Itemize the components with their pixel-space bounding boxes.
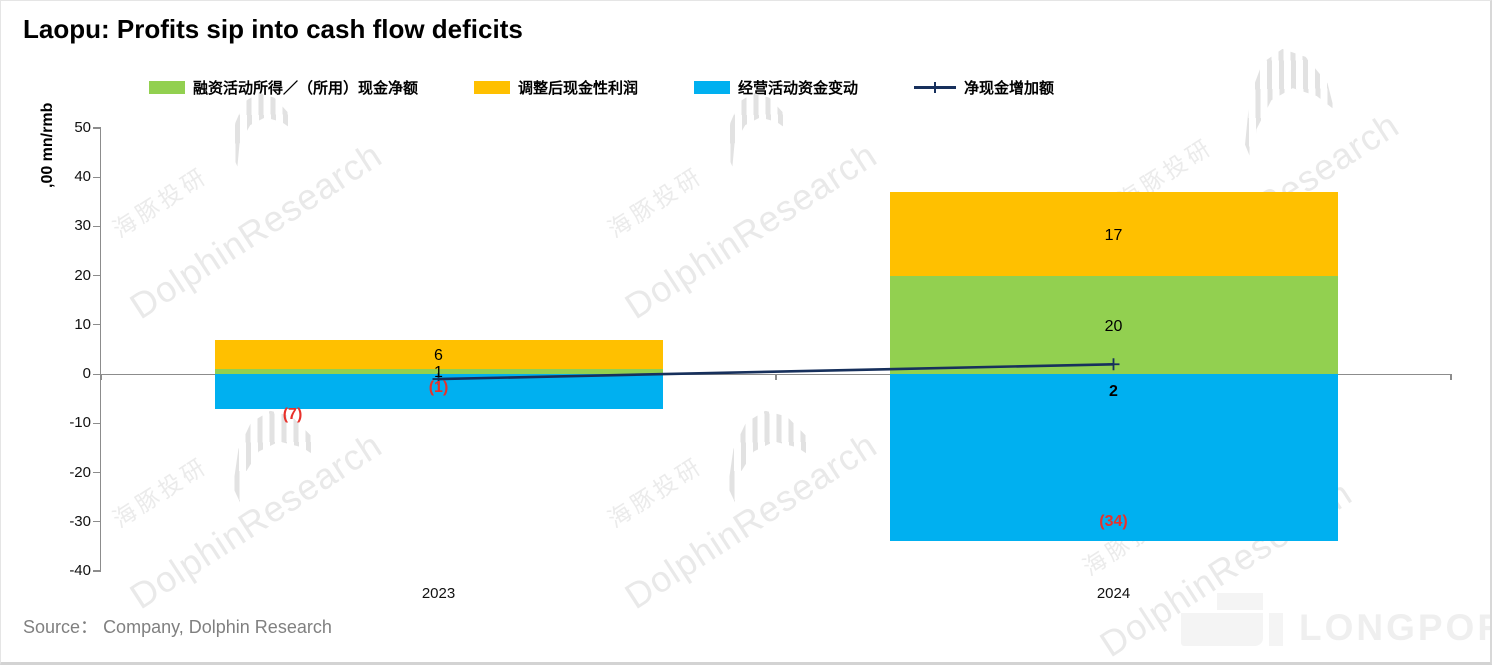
watermark-text-cn: 海豚投研: [108, 451, 213, 533]
legend-label: 融资活动所得／（所用）现金净额: [193, 80, 419, 97]
longport-logo-mark: [1217, 593, 1263, 610]
longport-logo-mark: [1269, 613, 1283, 646]
y-axis-tick: [93, 176, 101, 178]
watermark-text-cn: 海豚投研: [603, 451, 708, 533]
longport-logo-text: LONGPORT: [1299, 607, 1490, 648]
legend-item: 调整后现金性利润: [474, 77, 638, 98]
y-axis-tick: [93, 225, 101, 228]
chart-title: Laopu: Profits sip into cash flow defici…: [23, 14, 523, 44]
legend-label: 经营活动资金变动: [738, 80, 859, 97]
legend-swatch: [149, 81, 185, 94]
bar-segment: [889, 275, 1338, 375]
legend-line-marker: [914, 80, 957, 95]
watermark-text-cn: 海豚投研: [108, 161, 213, 243]
y-axis-tick: [93, 570, 101, 572]
legend-item: 经营活动资金变动: [694, 77, 858, 98]
data-label: 1: [434, 363, 443, 381]
legend: 融资活动所得／（所用）现金净额 调整后现金性利润 经营活动资金变动 净现金增加额: [149, 77, 1054, 98]
category-tick: [100, 374, 102, 381]
category-tick: [1450, 374, 1452, 381]
data-label: (7): [282, 405, 303, 423]
data-label: 17: [1104, 227, 1123, 245]
dolphin-hatch-watermark-icon: [222, 89, 297, 168]
longport-logo-mark: [1181, 613, 1263, 646]
data-label: (34): [1099, 512, 1128, 530]
y-tick-label: 30: [74, 217, 91, 235]
legend-item: 融资活动所得／（所用）现金净额: [149, 77, 418, 98]
y-axis-tick: [93, 127, 101, 129]
x-axis-label: 2023: [421, 585, 456, 602]
watermark-text-en: DolphinResearch: [617, 133, 885, 327]
y-tick-label: -20: [69, 463, 91, 481]
y-axis-tick: [93, 422, 101, 424]
y-axis-tick: [93, 324, 101, 326]
source-label: Source：: [23, 617, 99, 637]
source-note: Source： Company, Dolphin Research: [23, 613, 332, 639]
legend-label: 调整后现金性利润: [518, 80, 639, 97]
y-tick-label: -10: [69, 414, 91, 432]
y-axis-tick: [93, 275, 101, 277]
y-tick-label: 10: [74, 315, 91, 333]
bar-segment: [889, 374, 1338, 542]
legend-swatch: [474, 81, 511, 94]
legend-swatch: [694, 81, 731, 94]
watermark-text-cn: 海豚投研: [603, 161, 708, 243]
y-tick-label: -40: [69, 562, 91, 579]
y-axis-tick: [93, 373, 101, 375]
data-label: (1): [428, 379, 449, 397]
y-axis-tick: [93, 521, 101, 523]
dolphin-hatch-watermark-icon: [717, 89, 792, 168]
y-axis-line: [99, 128, 101, 571]
legend-label: 净现金增加额: [964, 80, 1055, 97]
y-axis-tick: [93, 471, 101, 474]
y-tick-label: -30: [69, 512, 91, 530]
bar-segment: [889, 191, 1338, 276]
legend-item: 净现金增加额: [914, 77, 1054, 98]
source-value: Company, Dolphin Research: [103, 617, 332, 637]
data-label: 2: [1109, 382, 1118, 400]
watermark-text-en: DolphinResearch: [122, 133, 390, 327]
y-tick-label: 0: [82, 365, 91, 383]
y-tick-label: 20: [74, 266, 91, 284]
x-axis-label: 2024: [1096, 585, 1131, 602]
data-label: 6: [434, 346, 443, 364]
y-tick-label: 40: [74, 168, 91, 186]
category-tick: [775, 374, 777, 381]
y-tick-label: 50: [74, 119, 91, 136]
data-label: 20: [1104, 318, 1123, 336]
